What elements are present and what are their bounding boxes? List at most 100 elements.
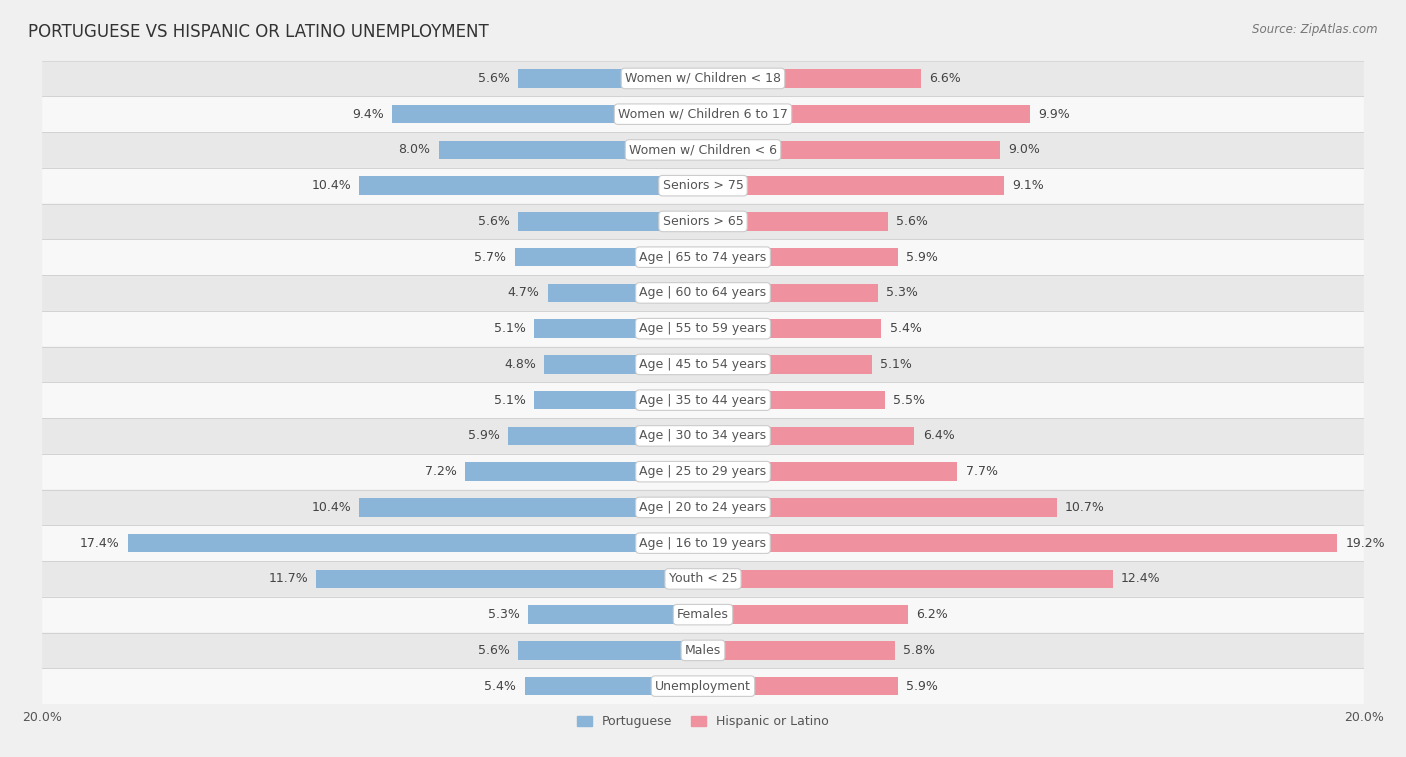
Text: 5.5%: 5.5%: [893, 394, 925, 407]
FancyBboxPatch shape: [42, 275, 1364, 311]
Text: Source: ZipAtlas.com: Source: ZipAtlas.com: [1253, 23, 1378, 36]
Bar: [360, 176, 703, 195]
Text: Age | 45 to 54 years: Age | 45 to 54 years: [640, 358, 766, 371]
Bar: [534, 319, 703, 338]
FancyBboxPatch shape: [42, 204, 1364, 239]
Text: 4.7%: 4.7%: [508, 286, 540, 300]
FancyBboxPatch shape: [42, 597, 1364, 633]
Text: Seniors > 65: Seniors > 65: [662, 215, 744, 228]
Bar: [703, 355, 872, 374]
Text: 11.7%: 11.7%: [269, 572, 308, 585]
Bar: [703, 284, 879, 302]
Text: Youth < 25: Youth < 25: [669, 572, 737, 585]
Text: 9.0%: 9.0%: [1008, 143, 1040, 157]
Text: 5.7%: 5.7%: [474, 251, 506, 263]
Text: 5.9%: 5.9%: [907, 680, 938, 693]
Text: 5.6%: 5.6%: [478, 72, 510, 85]
Text: 6.4%: 6.4%: [922, 429, 955, 442]
FancyBboxPatch shape: [42, 347, 1364, 382]
Bar: [548, 284, 703, 302]
Bar: [517, 69, 703, 88]
Text: Unemployment: Unemployment: [655, 680, 751, 693]
Bar: [360, 498, 703, 517]
Bar: [703, 498, 1056, 517]
Bar: [703, 641, 894, 659]
Text: 5.6%: 5.6%: [478, 215, 510, 228]
Bar: [703, 141, 1001, 159]
Text: 6.2%: 6.2%: [917, 608, 948, 621]
Text: 5.4%: 5.4%: [485, 680, 516, 693]
Text: 5.1%: 5.1%: [880, 358, 911, 371]
Bar: [392, 105, 703, 123]
FancyBboxPatch shape: [42, 311, 1364, 347]
Text: Women w/ Children < 6: Women w/ Children < 6: [628, 143, 778, 157]
Text: 6.6%: 6.6%: [929, 72, 962, 85]
FancyBboxPatch shape: [42, 561, 1364, 597]
Text: Age | 60 to 64 years: Age | 60 to 64 years: [640, 286, 766, 300]
Text: Women w/ Children 6 to 17: Women w/ Children 6 to 17: [619, 107, 787, 120]
Bar: [517, 641, 703, 659]
Text: 5.8%: 5.8%: [903, 644, 935, 657]
Bar: [527, 606, 703, 624]
Text: 5.9%: 5.9%: [468, 429, 499, 442]
FancyBboxPatch shape: [42, 239, 1364, 275]
Bar: [534, 391, 703, 410]
Text: Age | 16 to 19 years: Age | 16 to 19 years: [640, 537, 766, 550]
Bar: [703, 391, 884, 410]
Text: Males: Males: [685, 644, 721, 657]
FancyBboxPatch shape: [42, 453, 1364, 490]
FancyBboxPatch shape: [42, 168, 1364, 204]
Bar: [524, 677, 703, 696]
Text: 8.0%: 8.0%: [398, 143, 430, 157]
Bar: [316, 569, 703, 588]
Text: 7.7%: 7.7%: [966, 465, 998, 478]
Text: 5.3%: 5.3%: [886, 286, 918, 300]
Bar: [703, 677, 898, 696]
Bar: [703, 319, 882, 338]
Text: 5.1%: 5.1%: [495, 394, 526, 407]
Text: 9.4%: 9.4%: [353, 107, 384, 120]
Text: 7.2%: 7.2%: [425, 465, 457, 478]
FancyBboxPatch shape: [42, 418, 1364, 453]
Bar: [703, 176, 1004, 195]
Text: 5.1%: 5.1%: [495, 322, 526, 335]
Bar: [517, 212, 703, 231]
Bar: [703, 463, 957, 481]
Text: Age | 30 to 34 years: Age | 30 to 34 years: [640, 429, 766, 442]
FancyBboxPatch shape: [42, 61, 1364, 96]
Text: Age | 25 to 29 years: Age | 25 to 29 years: [640, 465, 766, 478]
Bar: [465, 463, 703, 481]
Text: 4.8%: 4.8%: [505, 358, 536, 371]
Text: 5.3%: 5.3%: [488, 608, 520, 621]
FancyBboxPatch shape: [42, 490, 1364, 525]
Text: Age | 55 to 59 years: Age | 55 to 59 years: [640, 322, 766, 335]
Bar: [508, 427, 703, 445]
FancyBboxPatch shape: [42, 668, 1364, 704]
Bar: [703, 606, 908, 624]
Bar: [703, 212, 889, 231]
Bar: [703, 105, 1031, 123]
Text: 19.2%: 19.2%: [1346, 537, 1385, 550]
Bar: [544, 355, 703, 374]
FancyBboxPatch shape: [42, 633, 1364, 668]
FancyBboxPatch shape: [42, 382, 1364, 418]
Bar: [703, 69, 921, 88]
Text: Females: Females: [678, 608, 728, 621]
Bar: [703, 534, 1337, 553]
Bar: [703, 569, 1112, 588]
Text: 12.4%: 12.4%: [1121, 572, 1160, 585]
Bar: [515, 248, 703, 266]
Text: Age | 35 to 44 years: Age | 35 to 44 years: [640, 394, 766, 407]
Text: 5.9%: 5.9%: [907, 251, 938, 263]
Text: 5.6%: 5.6%: [478, 644, 510, 657]
Bar: [128, 534, 703, 553]
Text: 10.4%: 10.4%: [311, 179, 352, 192]
Text: 9.1%: 9.1%: [1012, 179, 1043, 192]
Text: 5.4%: 5.4%: [890, 322, 921, 335]
FancyBboxPatch shape: [42, 525, 1364, 561]
Text: 10.7%: 10.7%: [1064, 501, 1105, 514]
Legend: Portuguese, Hispanic or Latino: Portuguese, Hispanic or Latino: [572, 710, 834, 733]
Bar: [703, 248, 898, 266]
Text: Women w/ Children < 18: Women w/ Children < 18: [626, 72, 780, 85]
Text: 9.9%: 9.9%: [1039, 107, 1070, 120]
